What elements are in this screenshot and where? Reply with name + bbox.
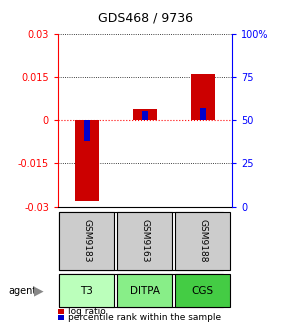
Bar: [75, 120, 99, 201]
Bar: [200, 108, 206, 120]
Text: GDS468 / 9736: GDS468 / 9736: [97, 12, 193, 25]
Text: T3: T3: [80, 286, 93, 296]
Text: GSM9183: GSM9183: [82, 219, 91, 263]
Text: log ratio: log ratio: [68, 307, 106, 316]
Text: agent: agent: [9, 286, 37, 296]
Bar: [84, 120, 90, 141]
Text: GSM9163: GSM9163: [140, 219, 149, 263]
Bar: [191, 74, 215, 120]
Text: percentile rank within the sample: percentile rank within the sample: [68, 313, 221, 322]
Bar: [133, 109, 157, 120]
Text: CGS: CGS: [192, 286, 214, 296]
Bar: [142, 112, 148, 120]
Text: ▶: ▶: [34, 284, 44, 297]
Text: DITPA: DITPA: [130, 286, 160, 296]
Text: GSM9188: GSM9188: [198, 219, 207, 263]
